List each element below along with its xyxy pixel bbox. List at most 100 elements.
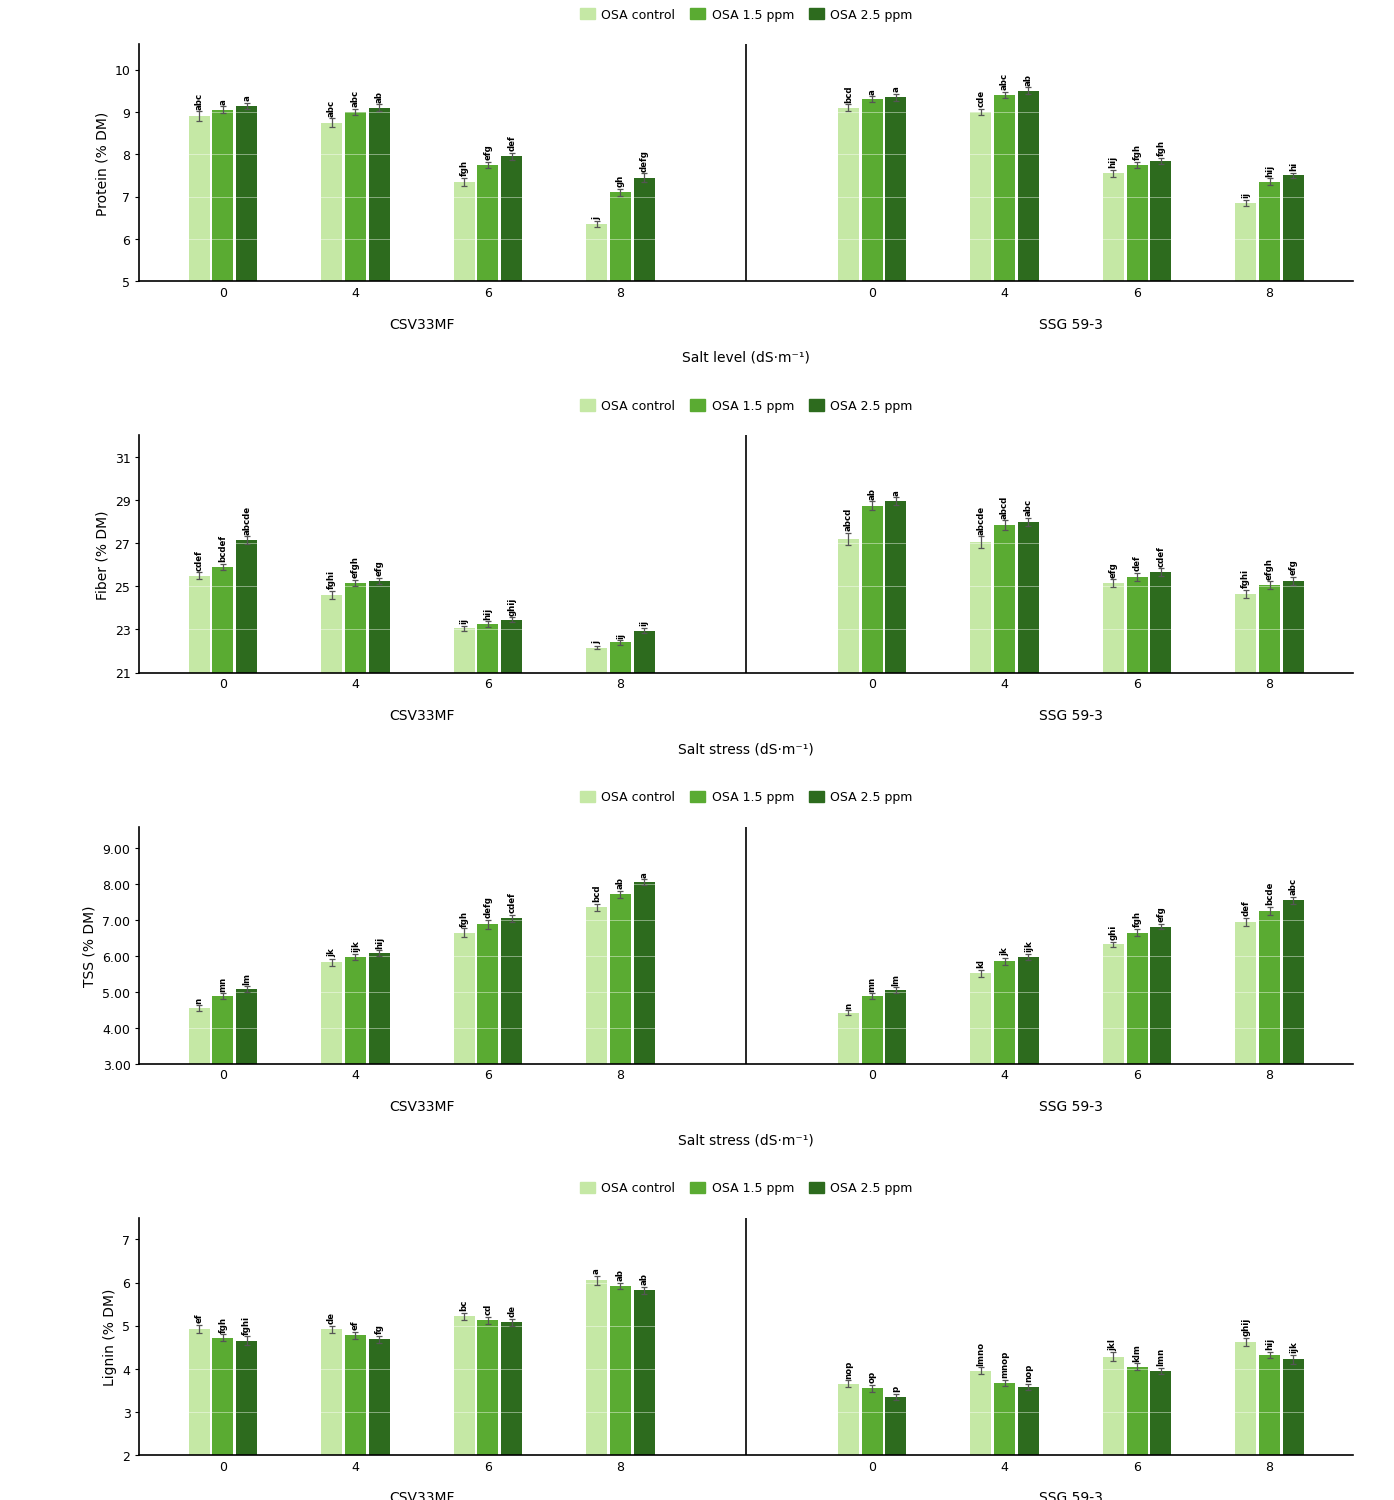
- Bar: [1018, 522, 1039, 674]
- Bar: [477, 924, 498, 1064]
- Text: fghi: fghi: [326, 570, 336, 588]
- Bar: [1282, 176, 1303, 282]
- Text: hij: hij: [1264, 1336, 1273, 1348]
- Text: cde: cde: [976, 90, 984, 106]
- Text: fgh: fgh: [219, 1316, 227, 1332]
- Text: efgh: efgh: [1264, 558, 1273, 579]
- Bar: [500, 1323, 521, 1455]
- Text: abc: abc: [1023, 500, 1033, 516]
- Bar: [885, 501, 906, 674]
- Text: ab: ab: [640, 1272, 648, 1284]
- Bar: [1235, 204, 1256, 282]
- Bar: [585, 225, 606, 282]
- Text: CSV33MF: CSV33MF: [389, 1491, 454, 1500]
- Bar: [1103, 945, 1124, 1064]
- Bar: [1282, 582, 1303, 674]
- Bar: [212, 1338, 233, 1455]
- Bar: [838, 540, 859, 674]
- Bar: [994, 1383, 1015, 1455]
- Text: SSG 59-3: SSG 59-3: [1039, 1491, 1103, 1500]
- Text: fghi: fghi: [1241, 568, 1249, 588]
- Legend: OSA control, OSA 1.5 ppm, OSA 2.5 ppm: OSA control, OSA 1.5 ppm, OSA 2.5 ppm: [574, 1178, 917, 1200]
- Bar: [609, 894, 630, 1064]
- Text: Salt level (dS·m⁻¹): Salt level (dS·m⁻¹): [682, 351, 810, 364]
- Text: op: op: [867, 1370, 875, 1383]
- Bar: [321, 123, 342, 282]
- Text: abcd: abcd: [999, 495, 1008, 519]
- Bar: [994, 525, 1015, 674]
- Bar: [1235, 594, 1256, 674]
- Text: j: j: [591, 216, 601, 219]
- Bar: [368, 582, 389, 674]
- Text: ghi: ghi: [1108, 924, 1117, 939]
- Text: jkl: jkl: [1108, 1338, 1117, 1350]
- Text: n: n: [195, 998, 204, 1004]
- Bar: [838, 1013, 859, 1064]
- Bar: [1103, 584, 1124, 674]
- Bar: [1150, 573, 1171, 674]
- Bar: [188, 576, 209, 674]
- Text: SSG 59-3: SSG 59-3: [1039, 708, 1103, 723]
- Text: lmn: lmn: [1156, 1347, 1165, 1365]
- Text: ab: ab: [867, 488, 875, 500]
- Text: ef: ef: [195, 1312, 204, 1323]
- Bar: [1018, 92, 1039, 282]
- Legend: OSA control, OSA 1.5 ppm, OSA 2.5 ppm: OSA control, OSA 1.5 ppm, OSA 2.5 ppm: [574, 786, 917, 808]
- Text: a: a: [867, 88, 875, 94]
- Bar: [633, 632, 654, 674]
- Text: abc: abc: [326, 99, 336, 117]
- Bar: [970, 112, 991, 282]
- Bar: [344, 1335, 365, 1455]
- Bar: [585, 648, 606, 674]
- Bar: [344, 112, 365, 282]
- Y-axis label: Fiber (% DM): Fiber (% DM): [95, 510, 109, 598]
- Text: klm: klm: [1132, 1342, 1140, 1360]
- Text: nop: nop: [1023, 1364, 1033, 1382]
- Bar: [1259, 585, 1280, 674]
- Text: fg: fg: [375, 1324, 383, 1334]
- Text: fgh: fgh: [1132, 144, 1140, 160]
- Text: jk: jk: [999, 946, 1008, 956]
- Bar: [368, 954, 389, 1064]
- Bar: [453, 183, 474, 282]
- Bar: [500, 918, 521, 1064]
- Bar: [368, 1340, 389, 1455]
- Bar: [1103, 1358, 1124, 1455]
- Bar: [838, 108, 859, 282]
- Text: CSV33MF: CSV33MF: [389, 1100, 454, 1113]
- Bar: [633, 1290, 654, 1455]
- Bar: [885, 1396, 906, 1455]
- Bar: [994, 96, 1015, 282]
- Text: a: a: [891, 87, 901, 92]
- Bar: [236, 990, 256, 1064]
- Text: lmno: lmno: [976, 1341, 984, 1365]
- Bar: [236, 540, 256, 674]
- Bar: [1259, 183, 1280, 282]
- Text: nop: nop: [843, 1359, 852, 1378]
- Text: hij: hij: [484, 608, 492, 619]
- Text: mnop: mnop: [999, 1350, 1008, 1377]
- Text: ijk: ijk: [1288, 1341, 1296, 1353]
- Y-axis label: Protein (% DM): Protein (% DM): [95, 111, 109, 216]
- Text: n: n: [843, 1002, 852, 1008]
- Y-axis label: Lignin (% DM): Lignin (% DM): [103, 1288, 117, 1384]
- Bar: [212, 567, 233, 674]
- Text: fgh: fgh: [1132, 910, 1140, 927]
- Bar: [609, 644, 630, 674]
- Text: hij: hij: [1108, 156, 1117, 168]
- Text: mn: mn: [867, 976, 875, 992]
- Text: SSG 59-3: SSG 59-3: [1039, 318, 1103, 332]
- Bar: [861, 996, 882, 1064]
- Bar: [861, 1388, 882, 1455]
- Text: p: p: [891, 1384, 901, 1392]
- Bar: [453, 628, 474, 674]
- Bar: [633, 178, 654, 282]
- Text: jk: jk: [326, 948, 336, 957]
- Text: bcdef: bcdef: [219, 534, 227, 562]
- Bar: [477, 1320, 498, 1455]
- Text: abcde: abcde: [243, 506, 251, 534]
- Legend: OSA control, OSA 1.5 ppm, OSA 2.5 ppm: OSA control, OSA 1.5 ppm, OSA 2.5 ppm: [574, 4, 917, 27]
- Bar: [477, 165, 498, 282]
- Text: fgh: fgh: [459, 160, 468, 176]
- Text: abc: abc: [195, 93, 204, 110]
